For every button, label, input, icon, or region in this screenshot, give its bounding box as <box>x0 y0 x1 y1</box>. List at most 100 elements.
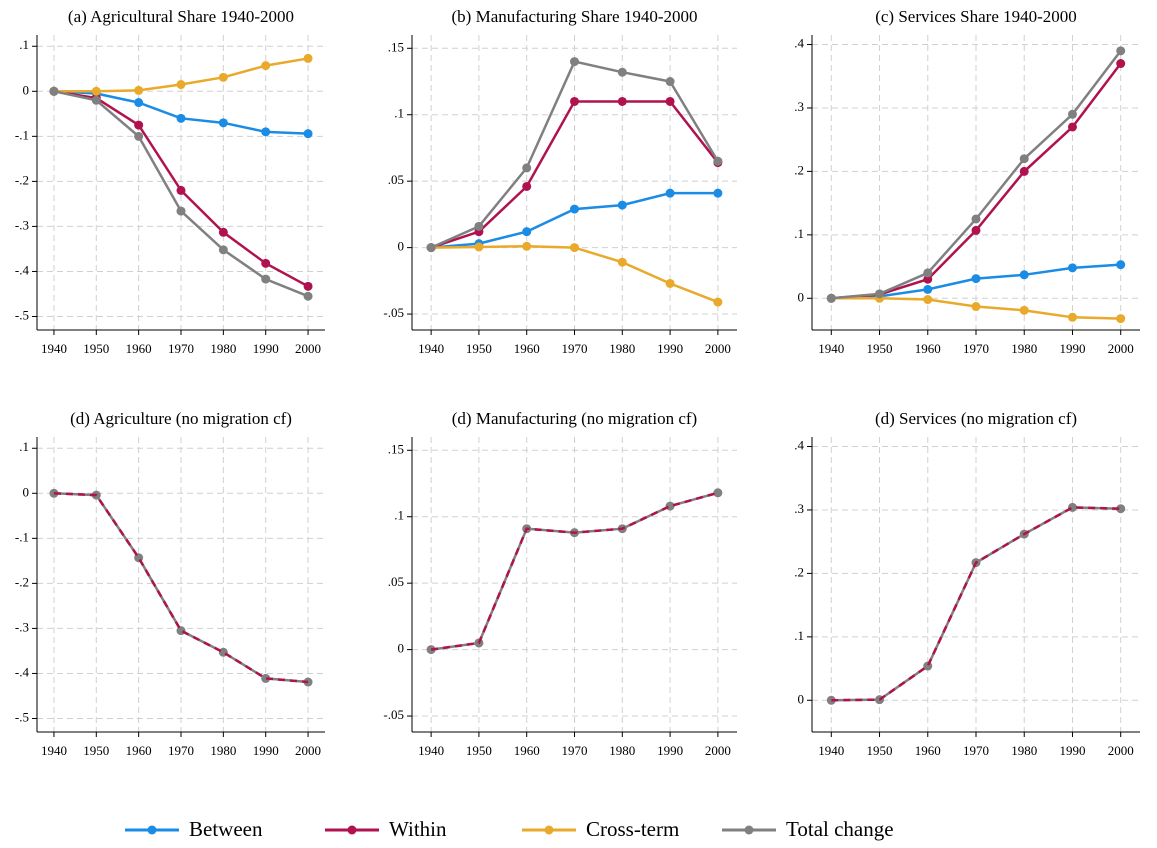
x-tick-label: 1980 <box>210 341 236 356</box>
panel-title: (a) Agricultural Share 1940-2000 <box>68 7 294 26</box>
x-tick-label: 1980 <box>210 743 236 758</box>
y-tick-label: -.4 <box>15 262 30 277</box>
y-tick-label: 0 <box>398 641 405 656</box>
point <box>1019 305 1029 315</box>
point <box>617 257 627 267</box>
y-tick-label: -.2 <box>15 574 29 589</box>
x-tick-label: 1990 <box>1059 743 1085 758</box>
x-tick-label: 1960 <box>126 743 152 758</box>
x-tick-label: 1990 <box>1059 341 1085 356</box>
legend-marker <box>744 825 754 835</box>
x-tick-label: 1940 <box>41 341 67 356</box>
point <box>134 85 144 95</box>
x-tick-label: 1990 <box>657 743 683 758</box>
y-tick-label: -.05 <box>383 305 404 320</box>
x-tick-label: 1970 <box>562 743 588 758</box>
y-tick-label: .1 <box>19 37 29 52</box>
series-line <box>53 492 309 684</box>
x-tick-label: 1980 <box>609 743 635 758</box>
point <box>1067 109 1077 119</box>
point <box>665 96 675 106</box>
x-tick-label: 1970 <box>963 743 989 758</box>
x-tick-label: 2000 <box>295 743 321 758</box>
point <box>570 96 579 106</box>
point <box>665 77 675 87</box>
point <box>522 163 532 173</box>
point <box>570 57 579 67</box>
y-tick-label: -.1 <box>15 127 29 142</box>
point <box>1019 166 1029 176</box>
point <box>426 243 436 253</box>
x-tick-label: 1940 <box>41 743 67 758</box>
point <box>176 80 186 90</box>
x-tick-label: 1950 <box>466 341 492 356</box>
y-tick-label: .4 <box>794 36 804 51</box>
y-tick-label: -.3 <box>15 619 29 634</box>
series-line <box>430 491 719 651</box>
point <box>1067 122 1077 132</box>
y-tick-label: 0 <box>23 484 30 499</box>
y-tick-label: .15 <box>388 441 404 456</box>
point <box>91 86 101 96</box>
point <box>570 204 579 214</box>
point <box>176 185 186 195</box>
x-tick-label: 1980 <box>1011 743 1037 758</box>
point <box>971 274 981 284</box>
x-tick-label: 1940 <box>418 341 444 356</box>
panel-title: (c) Services Share 1940-2000 <box>875 7 1077 26</box>
x-tick-label: 1990 <box>253 341 279 356</box>
x-tick-label: 2000 <box>1108 743 1134 758</box>
y-tick-label: .3 <box>794 99 804 114</box>
panel-title: (d) Agriculture (no migration cf) <box>70 409 292 428</box>
point <box>923 284 933 294</box>
point <box>134 98 144 108</box>
point <box>1019 270 1029 280</box>
x-tick-label: 1970 <box>562 341 588 356</box>
point <box>665 188 675 198</box>
y-tick-label: .4 <box>794 438 804 453</box>
panel-title: (b) Manufacturing Share 1940-2000 <box>452 7 698 26</box>
x-tick-label: 1970 <box>963 341 989 356</box>
point <box>303 129 313 139</box>
point <box>474 242 484 252</box>
legend-label: Total change <box>786 817 894 841</box>
point <box>134 131 144 141</box>
x-tick-label: 2000 <box>705 341 731 356</box>
y-tick-label: .1 <box>19 439 29 454</box>
point <box>218 118 228 128</box>
legend-label: Cross-term <box>586 817 679 841</box>
y-tick-label: 0 <box>798 691 805 706</box>
y-tick-label: 0 <box>398 239 405 254</box>
x-tick-label: 1980 <box>609 341 635 356</box>
point <box>617 200 627 210</box>
point <box>522 181 532 191</box>
x-tick-label: 2000 <box>705 743 731 758</box>
point <box>303 291 313 301</box>
point <box>1067 312 1077 322</box>
point <box>218 72 228 82</box>
y-tick-label: 0 <box>798 289 805 304</box>
point <box>617 96 627 106</box>
point <box>49 86 59 96</box>
x-tick-label: 1950 <box>867 743 893 758</box>
legend-marker <box>147 825 157 835</box>
point <box>713 156 723 166</box>
x-tick-label: 1960 <box>514 743 540 758</box>
point <box>261 274 271 284</box>
panel-title: (d) Manufacturing (no migration cf) <box>452 409 697 428</box>
point <box>713 488 723 498</box>
panel-title: (d) Services (no migration cf) <box>875 409 1077 428</box>
x-tick-label: 1950 <box>83 743 109 758</box>
y-tick-label: .3 <box>794 501 804 516</box>
point <box>713 188 723 198</box>
y-tick-label: -.5 <box>15 709 29 724</box>
point <box>176 113 186 123</box>
point <box>971 302 981 312</box>
point <box>971 214 981 224</box>
x-tick-label: 1960 <box>915 341 941 356</box>
point <box>218 245 228 255</box>
y-tick-label: .1 <box>394 106 404 121</box>
series-line <box>831 506 1121 702</box>
point <box>923 268 933 278</box>
